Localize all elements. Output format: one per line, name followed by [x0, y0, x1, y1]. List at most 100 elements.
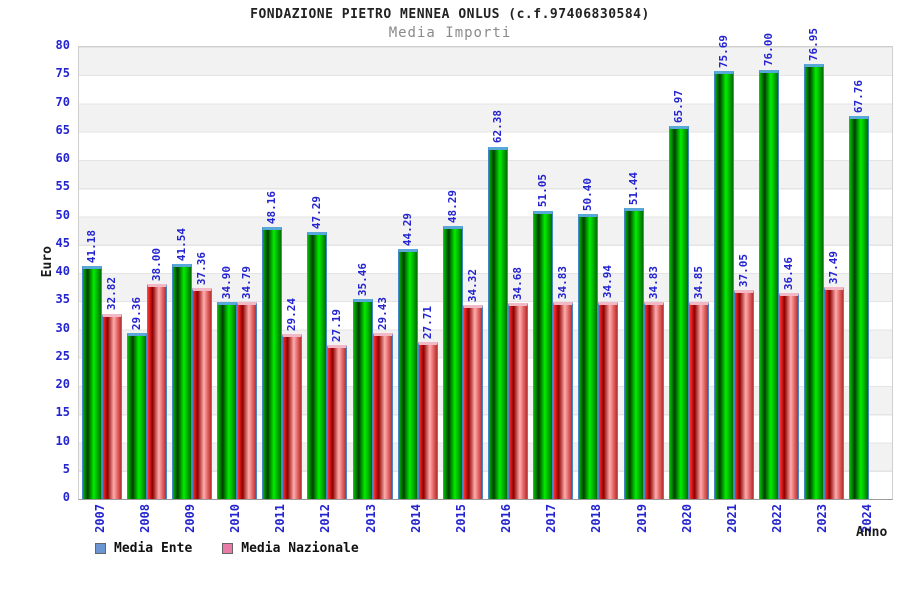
chart-title: FONDAZIONE PIETRO MENNEA ONLUS (c.f.9740… — [250, 7, 650, 22]
bar-media-ente-2009 — [171, 264, 192, 499]
bar-value-label: 75.69 — [716, 35, 730, 69]
bar-value-label: 29.36 — [129, 297, 143, 331]
bar-media-ente-2022 — [759, 69, 780, 499]
x-tick-2014: 2014 — [408, 504, 423, 533]
legend-label-media-ente: Media Ente — [114, 541, 193, 556]
bar-value-label: 37.49 — [827, 251, 841, 285]
y-tick-15: 15 — [55, 405, 70, 420]
y-tick-75: 75 — [55, 66, 70, 81]
bar-value-label: 35.46 — [355, 262, 369, 296]
bar-value-label: 62.38 — [491, 110, 505, 144]
y-tick-5: 5 — [62, 461, 70, 476]
y-tick-0: 0 — [62, 490, 70, 504]
bar-value-label: 29.43 — [375, 296, 389, 330]
bar-value-label: 47.29 — [310, 195, 324, 229]
bar-media-ente-2011 — [262, 226, 283, 499]
bar-value-label: 34.68 — [511, 266, 525, 301]
bar-media-ente-2010 — [217, 301, 238, 499]
bar-media-nazionale-2017 — [553, 302, 574, 499]
bar-value-label: 29.24 — [285, 297, 299, 331]
bar-media-ente-2014 — [397, 248, 418, 499]
bar-media-ente-2024 — [849, 116, 870, 499]
bar-media-nazionale-2016 — [508, 303, 529, 499]
bar-media-nazionale-2019 — [643, 302, 664, 499]
bar-media-ente-2023 — [804, 64, 825, 499]
y-tick-45: 45 — [55, 235, 70, 250]
bar-value-label: 50.40 — [581, 178, 595, 212]
bar-media-ente-2012 — [307, 231, 328, 499]
bar-media-ente-2007 — [81, 266, 102, 499]
y-tick-65: 65 — [55, 122, 70, 137]
x-tick-2016: 2016 — [499, 504, 514, 533]
bar-media-ente-2008 — [126, 333, 147, 499]
x-tick-2019: 2019 — [634, 504, 649, 533]
y-tick-10: 10 — [55, 433, 70, 448]
bar-value-label: 48.29 — [445, 190, 459, 224]
bar-media-nazionale-2014 — [417, 342, 438, 499]
y-tick-30: 30 — [55, 320, 70, 335]
bar-value-label: 27.19 — [330, 309, 344, 343]
bar-media-nazionale-2008 — [146, 284, 167, 499]
bar-value-label: 51.44 — [626, 172, 640, 206]
y-tick-35: 35 — [55, 292, 70, 307]
y-tick-40: 40 — [55, 264, 70, 278]
bar-media-nazionale-2007 — [101, 313, 122, 499]
bar-value-label: 51.05 — [536, 174, 550, 208]
y-tick-60: 60 — [55, 151, 70, 165]
bar-value-label: 76.95 — [807, 28, 821, 62]
x-tick-2011: 2011 — [273, 504, 288, 533]
x-tick-2009: 2009 — [182, 504, 197, 533]
bar-value-label: 41.54 — [174, 228, 188, 262]
bar-media-nazionale-2018 — [598, 301, 619, 499]
bar-media-nazionale-2020 — [688, 302, 709, 499]
bar-value-label: 36.46 — [782, 256, 796, 291]
bar-value-label: 34.32 — [465, 268, 479, 303]
x-tick-2023: 2023 — [815, 504, 830, 533]
x-tick-2012: 2012 — [318, 504, 333, 533]
bar-value-label: 34.85 — [691, 265, 705, 300]
bar-value-label: 34.83 — [556, 266, 570, 300]
x-tick-2010: 2010 — [228, 504, 243, 533]
y-tick-70: 70 — [55, 94, 70, 109]
bar-media-ente-2013 — [352, 298, 373, 499]
bar-media-nazionale-2009 — [191, 287, 212, 499]
bar-value-label: 34.94 — [601, 265, 615, 299]
bar-value-label: 76.00 — [762, 33, 776, 67]
bar-media-ente-2020 — [668, 126, 689, 499]
bar-media-nazionale-2013 — [372, 332, 393, 499]
bar-media-nazionale-2011 — [282, 333, 303, 499]
x-tick-2017: 2017 — [544, 504, 559, 533]
bar-value-label: 34.90 — [220, 265, 234, 299]
bar-value-label: 37.36 — [194, 251, 208, 285]
x-tick-2007: 2007 — [92, 504, 107, 533]
bar-media-ente-2018 — [578, 214, 599, 499]
bar-value-label: 67.76 — [852, 80, 866, 114]
bar-media-ente-2016 — [488, 146, 509, 499]
bar-media-nazionale-2010 — [237, 302, 258, 499]
bar-media-nazionale-2021 — [733, 289, 754, 499]
bar-value-label: 38.00 — [149, 248, 163, 282]
x-tick-2008: 2008 — [137, 504, 152, 533]
bar-media-ente-2019 — [623, 208, 644, 499]
bar-value-label: 48.16 — [265, 190, 279, 224]
bar-value-label: 27.71 — [420, 306, 434, 340]
bar-media-ente-2015 — [442, 226, 463, 499]
bar-value-label: 32.82 — [104, 277, 118, 311]
x-tick-2020: 2020 — [679, 504, 694, 533]
bar-value-label: 34.83 — [646, 266, 660, 300]
x-axis-title: Anno — [856, 525, 888, 540]
x-tick-2018: 2018 — [589, 504, 604, 533]
x-tick-2021: 2021 — [724, 504, 739, 533]
bar-value-label: 41.18 — [84, 230, 98, 264]
bar-media-ente-2021 — [713, 71, 734, 499]
bar-value-label: 44.29 — [400, 212, 414, 246]
legend-swatch-media-ente — [95, 543, 106, 554]
bar-media-nazionale-2012 — [327, 345, 348, 499]
y-tick-50: 50 — [55, 207, 70, 222]
bar-media-nazionale-2015 — [462, 305, 483, 499]
bar-media-nazionale-2023 — [824, 287, 845, 499]
legend: Media Ente Media Nazionale — [95, 541, 389, 556]
bar-value-label: 37.05 — [736, 253, 750, 287]
bar-value-label: 34.79 — [240, 266, 254, 300]
